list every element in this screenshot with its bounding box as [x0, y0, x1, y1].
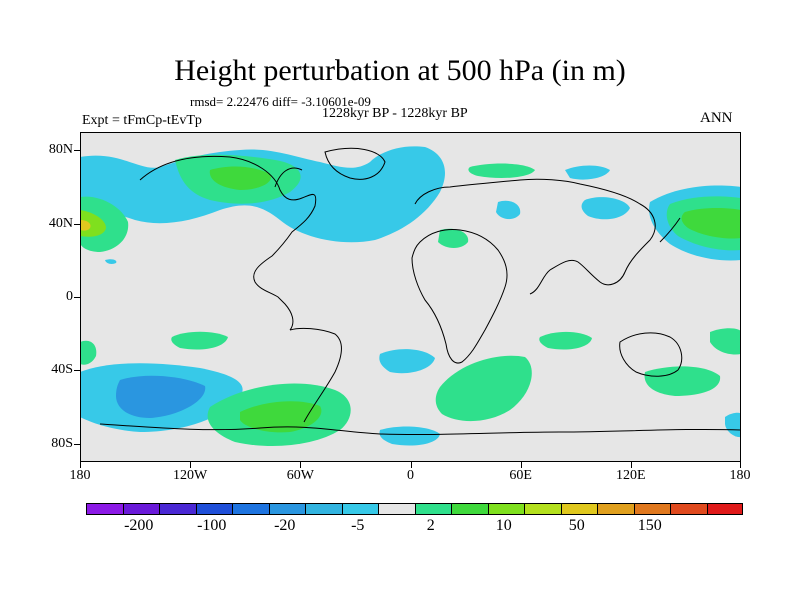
map-title: Height perturbation at 500 hPa (in m) — [174, 54, 626, 87]
x-tick-label: 180 — [729, 468, 751, 483]
experiment-label: Expt = tFmCp-tEvTp — [82, 113, 202, 128]
x-tick — [80, 462, 81, 468]
contour-fills — [80, 146, 741, 446]
colorbar-swatch — [560, 503, 597, 515]
x-tick — [410, 462, 412, 468]
colorbar — [86, 503, 743, 515]
x-tick — [300, 462, 302, 468]
colorbar-swatch — [451, 503, 488, 515]
y-tick — [74, 297, 80, 298]
contour-negative — [105, 259, 117, 264]
colorbar-swatch — [341, 503, 378, 515]
colorbar-label: -20 — [274, 517, 296, 534]
colorbar-swatch — [232, 503, 269, 515]
contour-negative — [379, 349, 435, 374]
x-tick — [740, 462, 741, 468]
y-tick-label: 0 — [66, 289, 73, 304]
colorbar-swatch — [122, 503, 159, 515]
x-tick — [520, 462, 522, 468]
rmsd-stats: rmsd= 2.22476 diff= -3.10601e-09 — [190, 94, 371, 109]
colorbar-label: 50 — [568, 517, 585, 534]
period-label: 1228kyr BP - 1228kyr BP — [322, 106, 468, 121]
colorbar-label: -200 — [124, 517, 154, 534]
colorbar-swatch — [706, 503, 743, 515]
contour-positive — [80, 340, 97, 365]
y-tick — [74, 370, 80, 372]
contour-positive — [710, 328, 741, 355]
y-tick — [74, 223, 80, 225]
contour-positive — [468, 163, 535, 178]
colorbar-swatch — [487, 503, 524, 515]
contour-negative — [379, 426, 440, 446]
y-tick-label: 40N — [48, 215, 73, 231]
contour-positive — [80, 220, 91, 231]
x-tick-label: 60E — [509, 468, 532, 483]
contour-positive — [438, 228, 469, 248]
y-tick-label: 80N — [48, 142, 73, 158]
y-tick-label: 40S — [51, 362, 73, 378]
contour-positive — [435, 355, 532, 422]
x-tick — [630, 462, 632, 468]
colorbar-swatch — [597, 503, 634, 515]
coastlines — [99, 147, 741, 436]
y-tick-label: 80S — [51, 435, 73, 451]
x-tick — [190, 462, 192, 468]
contour-map — [80, 132, 741, 462]
contour-positive — [681, 208, 741, 239]
colorbar-swatch — [268, 503, 305, 515]
contour-negative — [565, 165, 610, 180]
x-tick-label: 0 — [407, 468, 414, 483]
colorbar-label: -100 — [197, 517, 227, 534]
contour-negative — [581, 197, 630, 220]
contour-negative — [496, 200, 521, 220]
colorbar-swatch — [378, 503, 415, 515]
season-label: ANN — [700, 110, 733, 126]
y-tick — [74, 150, 80, 152]
colorbar-swatch — [305, 503, 342, 515]
x-tick-label: 120W — [173, 468, 208, 483]
x-tick-label: 60W — [286, 468, 314, 483]
contour-negative — [116, 375, 206, 418]
x-tick-label: 180 — [69, 468, 91, 483]
y-tick — [74, 443, 80, 445]
contour-positive — [209, 166, 271, 190]
contour-positive — [539, 331, 592, 350]
colorbar-swatch — [524, 503, 561, 515]
colorbar-swatch — [414, 503, 451, 515]
colorbar-swatch — [670, 503, 707, 515]
colorbar-label: -5 — [351, 517, 365, 534]
contour-negative — [725, 412, 741, 438]
colorbar-label: 10 — [495, 517, 512, 534]
colorbar-label: 2 — [426, 517, 435, 534]
contour-positive — [644, 366, 721, 396]
colorbar-swatch — [86, 503, 123, 515]
colorbar-swatch — [195, 503, 232, 515]
contour-positive — [240, 401, 322, 433]
colorbar-label: 150 — [637, 517, 662, 534]
colorbar-swatch — [633, 503, 670, 515]
contour-positive — [171, 331, 228, 350]
x-tick-label: 120E — [616, 468, 646, 483]
colorbar-swatch — [159, 503, 196, 515]
